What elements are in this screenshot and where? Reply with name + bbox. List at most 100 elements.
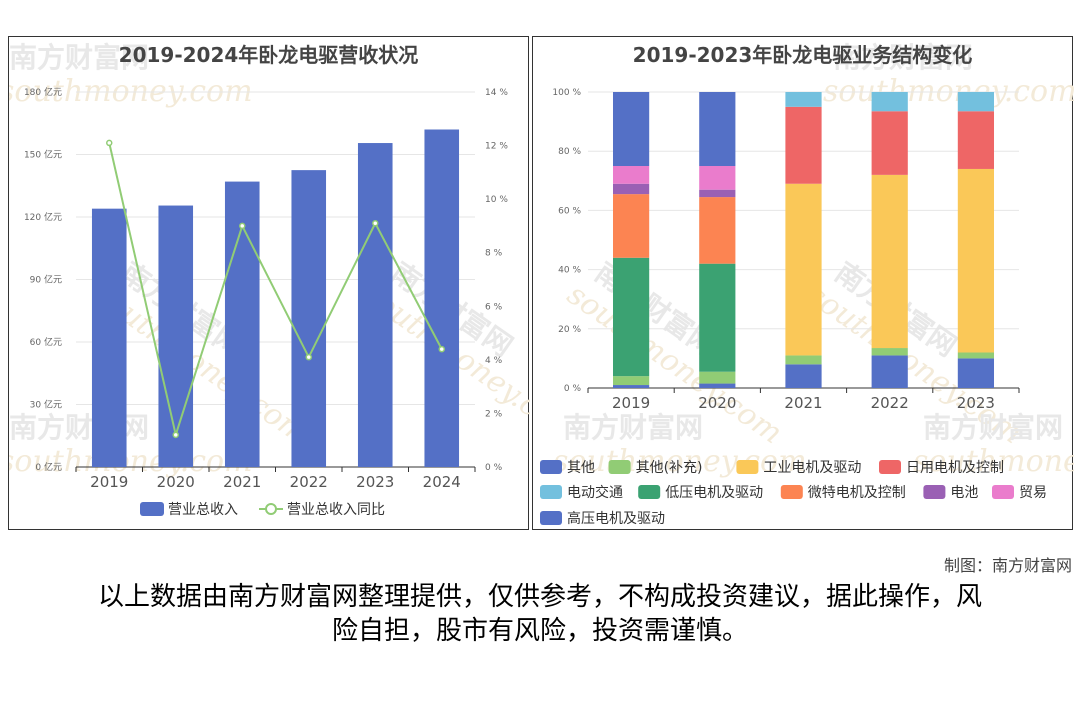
revenue-bar [158, 205, 194, 467]
y-right-tick-label: 0 % [485, 463, 503, 473]
stacked-bar-segment [699, 189, 736, 198]
x-tick-label: 2021 [223, 473, 261, 491]
y-left-tick-label: 0 亿元 [35, 461, 62, 473]
legend-swatch [540, 485, 562, 499]
stacked-bar-segment [612, 385, 650, 388]
y-tick-label: 100 % [552, 88, 581, 98]
legend-swatch [879, 460, 901, 474]
stacked-bar-segment [871, 111, 908, 175]
x-tick-label: 2023 [957, 394, 995, 412]
stacked-bar-segment [699, 371, 736, 384]
y-tick-label: 60 % [558, 206, 581, 216]
y-right-tick-label: 14 % [485, 88, 508, 98]
stacked-bar-segment [785, 355, 822, 365]
legend-marker-growth [265, 503, 277, 515]
y-left-tick-label: 120 亿元 [24, 211, 62, 223]
legend-swatch [540, 511, 562, 525]
stacked-bar-segment [699, 166, 736, 190]
y-right-tick-label: 8 % [485, 249, 503, 259]
stacked-bar-segment [871, 348, 908, 356]
stacked-bar-segment [957, 352, 995, 359]
legend-label: 高压电机及驱动 [567, 510, 665, 527]
disclaimer-line-2: 险自担，股市有风险，投资需谨慎。 [331, 616, 748, 646]
x-tick-label: 2019 [90, 473, 128, 491]
stacked-bar-segment [957, 168, 995, 353]
watermark-text-en: southmoney.com [561, 277, 789, 451]
y-left-tick-label: 60 亿元 [30, 336, 62, 348]
stacked-bar-segment [699, 197, 736, 264]
y-tick-label: 80 % [558, 147, 581, 157]
structure-chart-panel: 南方财富网southmoney.com南方财富网southmoney.com南方… [532, 36, 1074, 530]
watermark-text-en: southmoney.com [801, 277, 1029, 451]
y-tick-label: 40 % [558, 266, 581, 276]
stacked-bar-segment [699, 92, 736, 166]
revenue-bar [424, 129, 460, 467]
structure-chart: 南方财富网southmoney.com南方财富网southmoney.com南方… [540, 41, 1074, 527]
watermark-text: 南方财富网 [563, 411, 703, 444]
stacked-bar-segment [612, 166, 650, 184]
revenue-bar [357, 143, 393, 467]
revenue-chart-title: 2019-2024年卧龙电驱营收状况 [118, 43, 419, 67]
legend-swatch [923, 485, 946, 499]
stacked-bar-segment [612, 376, 650, 386]
watermark-text: 南方财富网 [923, 411, 1063, 444]
stacked-bar-segment [612, 257, 650, 377]
x-tick-label: 2020 [157, 473, 195, 491]
revenue-bar [291, 170, 327, 467]
y-right-tick-label: 12 % [485, 142, 508, 152]
stacked-bar-segment [785, 106, 822, 184]
growth-point [106, 139, 113, 147]
stacked-bar-segment [785, 183, 822, 356]
y-left-tick-label: 90 亿元 [30, 274, 62, 286]
legend-label: 工业电机及驱动 [763, 460, 861, 476]
watermark-text: 南方财富网 [9, 411, 149, 444]
legend-swatch [608, 460, 631, 474]
stacked-bar-segment [957, 111, 995, 169]
y-tick-label: 0 % [564, 384, 582, 394]
watermark-text-en: southmoney.com [9, 444, 253, 479]
legend-swatch [992, 485, 1014, 499]
x-tick-label: 2019 [612, 394, 650, 412]
stacked-bar-segment [871, 174, 908, 349]
structure-chart-title: 2019-2023年卧龙电驱业务结构变化 [632, 43, 973, 67]
disclaimer-line-1: 以上数据由南方财富网整理提供，仅供参考，不构成投资建议，据此操作，风 [97, 582, 982, 612]
y-right-tick-label: 4 % [485, 356, 503, 366]
legend-label-growth: 营业总收入同比 [287, 502, 385, 518]
legend-label: 低压电机及驱动 [665, 485, 763, 501]
y-right-tick-label: 10 % [485, 195, 508, 205]
growth-point [172, 431, 179, 439]
revenue-chart-panel: 南方财富网southmoney.com南方财富网southmoney.com南方… [8, 36, 530, 530]
legend-label: 贸易 [1019, 485, 1047, 501]
stacked-bar-segment [612, 194, 650, 258]
legend-swatch-revenue [140, 502, 164, 516]
x-tick-label: 2021 [784, 394, 822, 412]
chart-credit: 制图：南方财富网 [943, 556, 1072, 575]
x-tick-label: 2023 [356, 473, 394, 491]
legend-swatch [540, 460, 562, 474]
growth-point [438, 345, 445, 353]
y-tick-label: 20 % [558, 325, 581, 335]
growth-point [305, 353, 312, 361]
x-tick-label: 2022 [290, 473, 328, 491]
legend-label: 微特电机及控制 [808, 485, 906, 501]
y-left-tick-label: 180 亿元 [24, 86, 62, 98]
x-tick-label: 2022 [871, 394, 909, 412]
legend-label: 其他 [567, 460, 595, 476]
legend-swatch [638, 485, 661, 499]
growth-line [108, 142, 443, 439]
y-left-tick-label: 30 亿元 [30, 399, 62, 411]
stacked-bar-segment [871, 92, 908, 112]
stacked-bar-segment [699, 263, 736, 372]
legend-label: 其他(补充) [636, 460, 703, 476]
legend-label-revenue: 营业总收入 [168, 502, 238, 518]
stacked-bar-segment [785, 92, 822, 107]
stacked-bar-segment [699, 383, 736, 388]
stacked-bar-segment [871, 355, 908, 388]
legend-swatch [736, 460, 759, 474]
stacked-bar-segment [612, 183, 650, 195]
stacked-bar-segment [785, 364, 822, 388]
legend-swatch [780, 485, 803, 499]
stacked-bar-segment [957, 358, 995, 388]
x-tick-label: 2024 [423, 473, 461, 491]
growth-point [372, 220, 379, 227]
